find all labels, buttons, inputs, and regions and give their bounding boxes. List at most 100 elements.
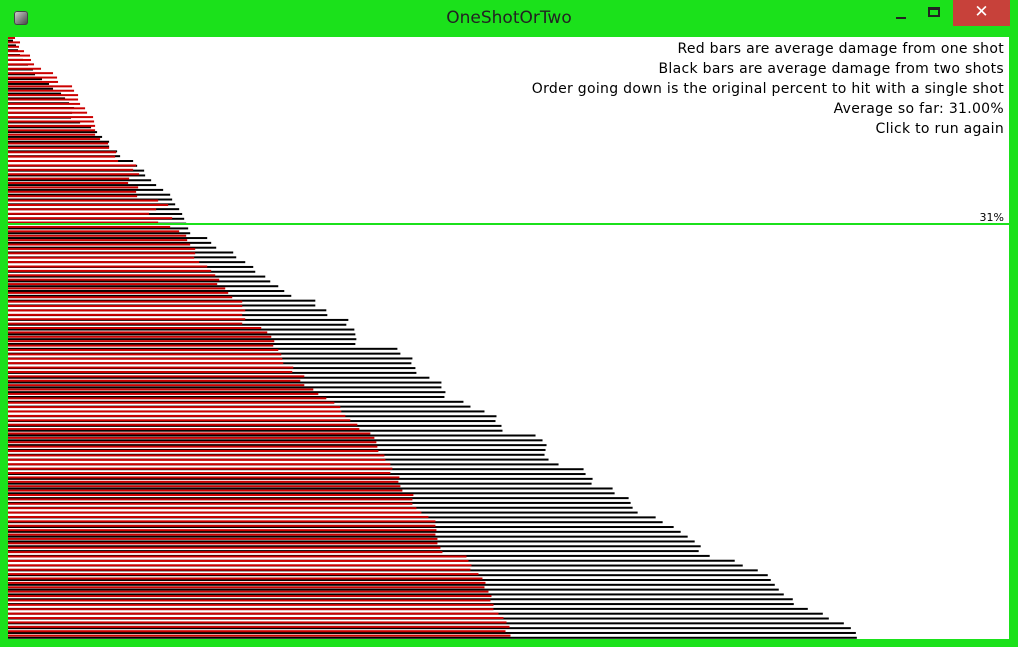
two-shot-bar xyxy=(8,444,547,447)
one-shot-bar xyxy=(8,212,150,215)
one-shot-bar xyxy=(8,366,294,369)
minimize-icon xyxy=(896,17,906,19)
two-shot-bar xyxy=(8,126,92,129)
two-shot-bar xyxy=(8,333,356,336)
one-shot-bar xyxy=(8,300,243,303)
one-shot-bar xyxy=(8,621,507,624)
one-shot-bar xyxy=(8,50,25,53)
info-average: Average so far: 31.00% xyxy=(833,101,1004,117)
two-shot-bar xyxy=(8,131,98,134)
one-shot-bar xyxy=(8,208,157,211)
two-shot-bar xyxy=(8,376,430,379)
two-shot-bar xyxy=(8,92,62,95)
one-shot-bar xyxy=(8,102,81,105)
one-shot-bar xyxy=(8,586,485,589)
one-shot-bar xyxy=(8,45,20,48)
one-shot-bar xyxy=(8,291,229,294)
one-shot-bar xyxy=(8,327,262,330)
two-shot-bar xyxy=(8,583,775,586)
minimize-button[interactable] xyxy=(886,0,916,26)
one-shot-bar xyxy=(8,256,195,259)
one-shot-bar xyxy=(8,476,400,479)
one-shot-bar xyxy=(8,581,486,584)
title-bar[interactable]: OneShotOrTwo ✕ xyxy=(0,0,1018,37)
one-shot-bar xyxy=(8,590,489,593)
two-shot-bar xyxy=(8,280,271,283)
two-shot-bar xyxy=(8,574,768,577)
one-shot-bar xyxy=(8,401,335,404)
one-shot-bar xyxy=(8,287,226,290)
one-shot-bar xyxy=(8,120,95,123)
one-shot-bar xyxy=(8,375,305,378)
one-shot-bar xyxy=(8,546,441,549)
one-shot-bar xyxy=(8,190,137,193)
one-shot-bar xyxy=(8,388,314,391)
one-shot-bar xyxy=(8,322,243,325)
one-shot-bar xyxy=(8,520,436,523)
one-shot-bar xyxy=(8,542,438,545)
one-shot-bar xyxy=(8,524,436,527)
one-shot-bar xyxy=(8,89,75,92)
two-shot-bar xyxy=(8,285,279,288)
one-shot-bar xyxy=(8,203,169,206)
one-shot-bar xyxy=(8,617,504,620)
two-shot-bar xyxy=(8,535,688,538)
one-shot-bar xyxy=(8,199,159,202)
close-button[interactable]: ✕ xyxy=(953,0,1010,26)
one-shot-bar xyxy=(8,577,483,580)
one-shot-bar xyxy=(8,533,436,536)
one-shot-bar xyxy=(8,353,282,356)
one-shot-bar xyxy=(8,72,54,75)
one-shot-bar xyxy=(8,225,171,228)
one-shot-bar xyxy=(8,98,79,101)
one-shot-bar xyxy=(8,230,180,233)
one-shot-bar xyxy=(8,357,283,360)
maximize-icon xyxy=(928,7,940,17)
one-shot-bar xyxy=(8,247,196,250)
one-shot-bar xyxy=(8,155,116,158)
one-shot-bar xyxy=(8,568,471,571)
two-shot-bar xyxy=(8,386,442,389)
one-shot-bar xyxy=(8,480,399,483)
one-shot-bar xyxy=(8,498,413,501)
two-shot-bar xyxy=(8,232,191,235)
one-shot-bar xyxy=(8,603,494,606)
one-shot-bar xyxy=(8,608,494,611)
one-shot-bar xyxy=(8,414,346,417)
one-shot-bar xyxy=(8,252,196,255)
two-shot-bar xyxy=(8,174,146,177)
one-shot-bar xyxy=(8,182,129,185)
two-shot-bar xyxy=(8,87,54,90)
one-shot-bar xyxy=(8,463,391,466)
two-shot-bar xyxy=(8,198,173,201)
two-shot-bar xyxy=(8,593,784,596)
one-shot-bar xyxy=(8,111,88,114)
one-shot-bar xyxy=(8,502,413,505)
one-shot-bar xyxy=(8,362,284,365)
two-shot-bar xyxy=(8,492,615,495)
one-shot-bar xyxy=(8,305,243,308)
two-shot-bar xyxy=(8,145,110,148)
two-shot-bar xyxy=(8,343,356,346)
maximize-button[interactable] xyxy=(918,0,950,26)
one-shot-bar xyxy=(8,555,467,558)
info-black-bars: Black bars are average damage from two s… xyxy=(658,61,1004,77)
two-shot-bar xyxy=(8,545,701,548)
one-shot-bar xyxy=(8,595,492,598)
one-shot-bar xyxy=(8,142,109,145)
two-shot-bar xyxy=(8,179,152,182)
one-shot-bar xyxy=(8,612,499,615)
one-shot-bar xyxy=(8,454,385,457)
one-shot-bar xyxy=(8,419,351,422)
two-shot-bar xyxy=(8,140,110,143)
two-shot-bar xyxy=(8,97,66,100)
one-shot-bar xyxy=(8,221,159,224)
two-shot-bar xyxy=(8,477,593,480)
one-shot-bar xyxy=(8,392,319,395)
info-red-bars: Red bars are average damage from one sho… xyxy=(677,41,1004,57)
one-shot-bar xyxy=(8,67,42,70)
two-shot-bar xyxy=(8,530,681,533)
one-shot-bar xyxy=(8,80,59,83)
simulation-canvas[interactable]: 31% Red bars are average damage from one… xyxy=(8,37,1009,639)
app-icon[interactable] xyxy=(14,11,28,25)
